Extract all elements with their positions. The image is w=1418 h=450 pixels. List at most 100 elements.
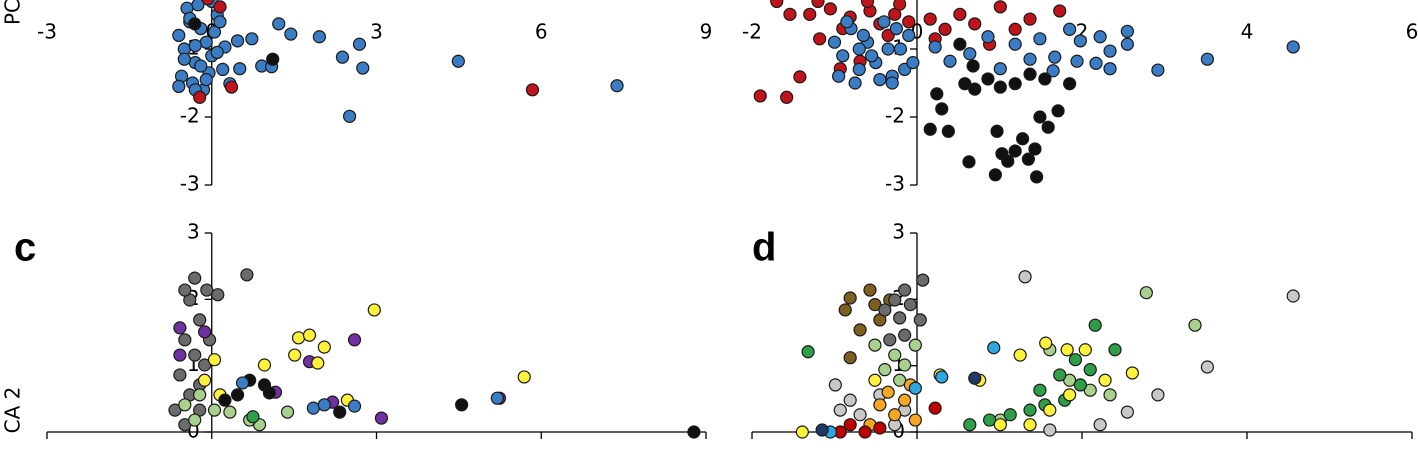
data-point [898, 328, 912, 342]
data-point [828, 378, 842, 392]
data-point [517, 370, 531, 384]
data-point [291, 331, 306, 345]
data-point [233, 62, 247, 76]
data-point [230, 388, 245, 402]
data-point [1048, 50, 1062, 64]
data-point [873, 421, 887, 435]
data-point [199, 35, 213, 49]
data-point [898, 283, 912, 297]
data-point [1088, 318, 1102, 332]
data-point [813, 32, 827, 46]
data-point [347, 399, 362, 413]
data-point [987, 341, 1001, 355]
panel-label: c [14, 226, 36, 270]
data-point [888, 408, 902, 422]
data-point [993, 62, 1007, 76]
data-point [200, 283, 214, 297]
data-point [1023, 403, 1037, 417]
data-point [266, 52, 280, 66]
data-point [853, 323, 867, 337]
y-axis-label: PC [1, 0, 25, 25]
data-point [1001, 154, 1015, 168]
data-point [883, 333, 897, 347]
data-point [211, 288, 225, 302]
data-point [958, 77, 972, 91]
data-point [199, 72, 213, 87]
data-point [288, 348, 302, 362]
data-point [852, 42, 866, 56]
data-point [1041, 120, 1055, 134]
data-point [374, 411, 389, 425]
data-point [1008, 37, 1022, 51]
data-point [1103, 44, 1117, 58]
data-point [888, 348, 902, 362]
data-point [853, 408, 867, 422]
data-point [860, 0, 875, 8]
data-point [966, 59, 980, 73]
data-point [188, 38, 202, 53]
data-point [888, 293, 902, 307]
data-point [1093, 30, 1107, 44]
data-point [1033, 32, 1047, 46]
data-point [352, 37, 367, 51]
data-point [827, 35, 842, 49]
data-point [1043, 423, 1057, 437]
x-tick-label: 4 [1241, 20, 1254, 44]
data-point [878, 303, 892, 317]
data-point [913, 313, 927, 327]
data-point [877, 15, 891, 29]
data-point [687, 425, 701, 439]
data-point [210, 45, 224, 60]
data-point [968, 371, 982, 385]
data-point [1039, 336, 1053, 350]
data-point [803, 7, 817, 21]
data-point [993, 418, 1007, 432]
panel-label: d [752, 226, 776, 270]
data-point [953, 37, 967, 51]
data-point [1023, 418, 1037, 432]
x-tick-label: 3 [370, 20, 383, 44]
data-point [178, 283, 192, 297]
data-point [823, 2, 837, 16]
data-point [173, 368, 187, 382]
data-point [1013, 348, 1027, 362]
data-point [780, 90, 794, 104]
data-point [962, 155, 976, 169]
data-point [1089, 56, 1103, 70]
data-point [908, 338, 922, 352]
data-point [928, 40, 942, 54]
data-point [1008, 77, 1022, 91]
data-point [1103, 62, 1117, 76]
data-point [333, 405, 347, 419]
data-point [1073, 34, 1087, 48]
data-point [193, 388, 207, 402]
data-point [795, 425, 809, 439]
data-point [1028, 142, 1042, 156]
data-point [953, 7, 967, 21]
data-point [1078, 343, 1092, 357]
data-point [873, 72, 887, 87]
data-point [223, 405, 237, 419]
data-point [941, 124, 955, 138]
data-point [930, 87, 944, 101]
data-point [1038, 72, 1052, 86]
data-point [246, 410, 260, 424]
data-point [1043, 403, 1057, 417]
data-point [968, 17, 982, 31]
data-point [1125, 366, 1139, 380]
data-point [898, 393, 912, 407]
data-point [793, 70, 807, 84]
y-tick-label: -2 [180, 104, 200, 128]
data-point [1093, 418, 1107, 432]
data-point [908, 413, 922, 427]
data-point [916, 273, 930, 287]
data-point [188, 413, 202, 427]
data-point [1021, 152, 1035, 166]
data-point [990, 124, 1004, 138]
data-point [1103, 388, 1117, 402]
data-point [863, 283, 877, 297]
data-point [1063, 22, 1077, 36]
y-axis-label: CA 2 [1, 387, 25, 434]
data-point [455, 398, 469, 412]
data-point [893, 373, 907, 387]
